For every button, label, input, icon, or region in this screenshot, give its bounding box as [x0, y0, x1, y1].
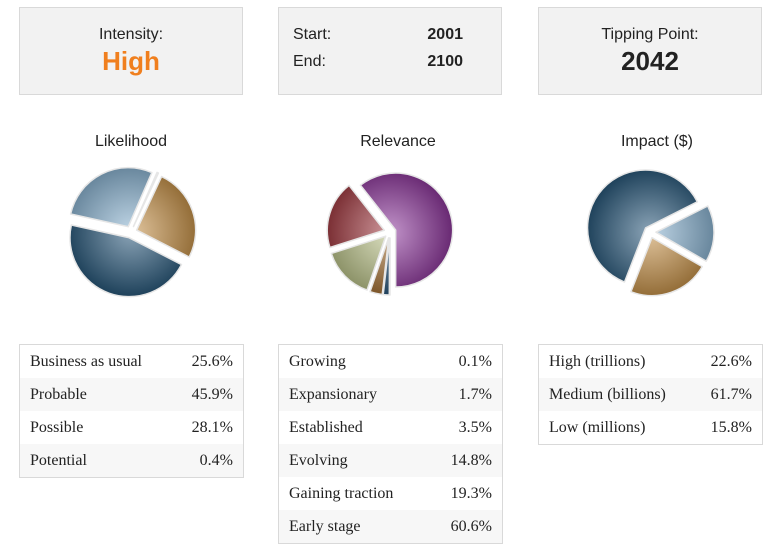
legend-value: 3.5% [458, 418, 492, 436]
legend-category: Low (millions) [549, 418, 646, 436]
legend-row: Low (millions) 15.8% [539, 411, 763, 445]
legend-category: Expansionary [278, 378, 429, 411]
intensity-label: Intensity: [98, 26, 164, 43]
legend-category: Business as usual [30, 352, 142, 370]
tipping-point-card: Tipping Point: 2042 [538, 7, 762, 95]
legend-category: Growing [289, 352, 346, 370]
legend-category: Established [289, 418, 363, 436]
intensity-value: High [102, 46, 160, 76]
relevance-slice-established [369, 237, 390, 296]
legend-category: Probable [19, 378, 173, 411]
legend-value: 1.7% [428, 378, 503, 411]
legend-row: Growing 0.1% [279, 345, 503, 379]
legend-value: 60.6% [428, 510, 503, 544]
legend-value: 14.8% [428, 444, 503, 477]
legend-category: Gaining traction [289, 484, 394, 502]
start-label: Start: [293, 26, 332, 43]
tipping-point-label: Tipping Point: [601, 26, 699, 43]
legend-row: Gaining traction 19.3% [279, 477, 503, 510]
impact-slice-medium-billions [586, 169, 699, 283]
relevance-slice-evolving [330, 235, 387, 291]
legend-category: Evolving [278, 444, 429, 477]
likelihood-slice-business-as-usual [135, 175, 197, 258]
impact-pie-chart [586, 169, 715, 297]
likelihood-pie-chart [69, 166, 197, 298]
impact-legend-table: High (trillions) 22.6% Medium (billions) 61… [538, 344, 763, 445]
impact-chart-title: Impact ($) [620, 133, 693, 150]
legend-value: 28.1% [191, 418, 233, 436]
relevance-pie-chart [326, 172, 454, 296]
legend-row: Possible 28.1% [20, 411, 244, 444]
end-label: End: [293, 53, 326, 70]
legend-category: High (trillions) [549, 352, 646, 370]
legend-category: Early stage [278, 510, 429, 544]
start-value: 2001 [427, 26, 463, 43]
legend-row: Evolving 14.8% [278, 444, 503, 477]
likelihood-slice-potential [132, 171, 160, 228]
range-card: Start: 2001 End: 2100 [278, 7, 502, 95]
legend-value: 19.3% [450, 484, 492, 502]
likelihood-legend-table: Business as usual 25.6% Probable 45.9% Possi… [19, 344, 244, 478]
impact-slice-low-millions [655, 205, 715, 262]
legend-row: Probable 45.9% [19, 378, 244, 411]
relevance-slice-early-stage [359, 172, 454, 288]
legend-row: Medium (billions) 61.7% [538, 378, 763, 411]
legend-value: 25.6% [191, 352, 233, 370]
legend-row: Early stage 60.6% [278, 510, 503, 544]
relevance-slice-gaining-traction [326, 184, 386, 249]
legend-value: 22.6% [710, 352, 752, 370]
legend-category: Medium (billions) [538, 378, 693, 411]
relevance-slice-expansionary [382, 237, 391, 296]
legend-row: High (trillions) 22.6% [539, 345, 763, 379]
legend-value: 45.9% [172, 378, 244, 411]
tipping-point-value: 2042 [621, 46, 679, 76]
legend-value: 61.7% [692, 378, 763, 411]
likelihood-slice-probable [69, 224, 183, 298]
legend-value: 0.4% [172, 444, 244, 478]
legend-category: Possible [30, 418, 84, 436]
intensity-card: Intensity: High [19, 7, 243, 95]
likelihood-chart-title: Likelihood [94, 133, 168, 150]
impact-slice-high-trillions [630, 236, 703, 297]
legend-value: 15.8% [710, 418, 752, 436]
end-value: 2100 [427, 53, 463, 70]
legend-category: Potential [19, 444, 173, 478]
legend-row: Established 3.5% [279, 411, 503, 444]
relevance-legend-table: Growing 0.1% Expansionary 1.7% Established 3.… [278, 344, 503, 544]
likelihood-slice-possible [69, 166, 153, 228]
legend-row: Business as usual 25.6% [20, 345, 244, 379]
legend-row: Expansionary 1.7% [278, 378, 503, 411]
legend-value: 0.1% [458, 352, 492, 370]
relevance-chart-title: Relevance [360, 133, 436, 150]
legend-row: Potential 0.4% [19, 444, 244, 478]
